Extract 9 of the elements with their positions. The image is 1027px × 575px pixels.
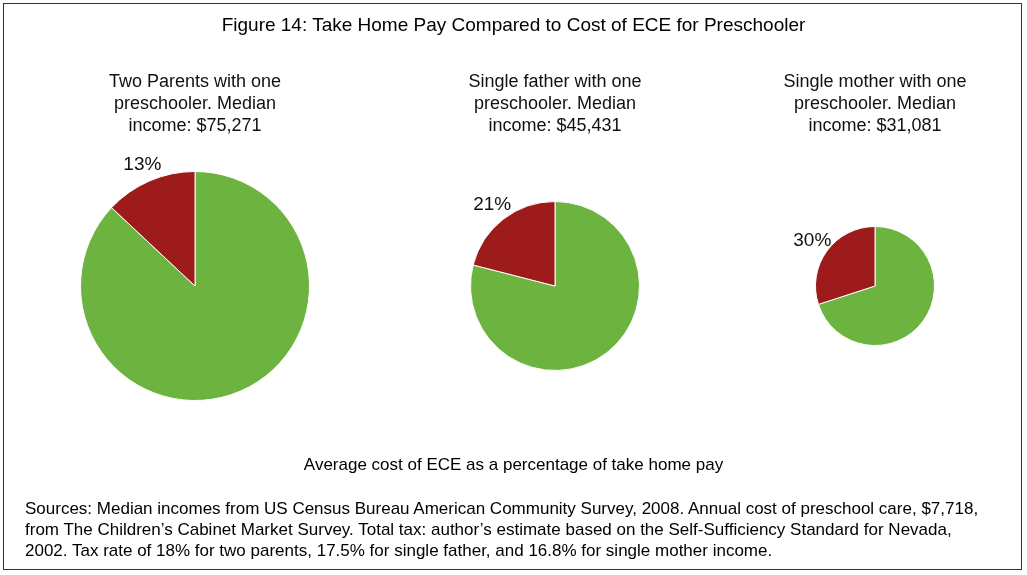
text: Figure 14: Take Home Pay Compared to Cost of ECE for Preschooler <box>220 14 807 36</box>
chart-title: Two Parents with one preschooler. Median income: $75,271 <box>107 70 283 136</box>
chart-title: Single mother with one preschooler. Median income: $31,081 <box>782 70 968 136</box>
data-label: 13% <box>123 152 162 174</box>
chart-title: Single father with one preschooler. Median income: $45,431 <box>467 70 643 136</box>
data-label: 21% <box>473 193 512 215</box>
source-note: Sources: Median incomes from US Census Bureau American Community Survey, 2008. Annual cost of preschool care, $7,718, from The Children’s Cabinet Market Survey. Total tax: author’s estimate based on the Self-Sufficiency Standard for Nevada, 2002. Tax rate of 18% for two parents, 17.5% for single father, and 16.8% for single mother income. <box>25 498 980 561</box>
data-label: 30% <box>793 228 832 250</box>
text: Average cost of ECE as a percentage of take home pay <box>302 455 725 475</box>
